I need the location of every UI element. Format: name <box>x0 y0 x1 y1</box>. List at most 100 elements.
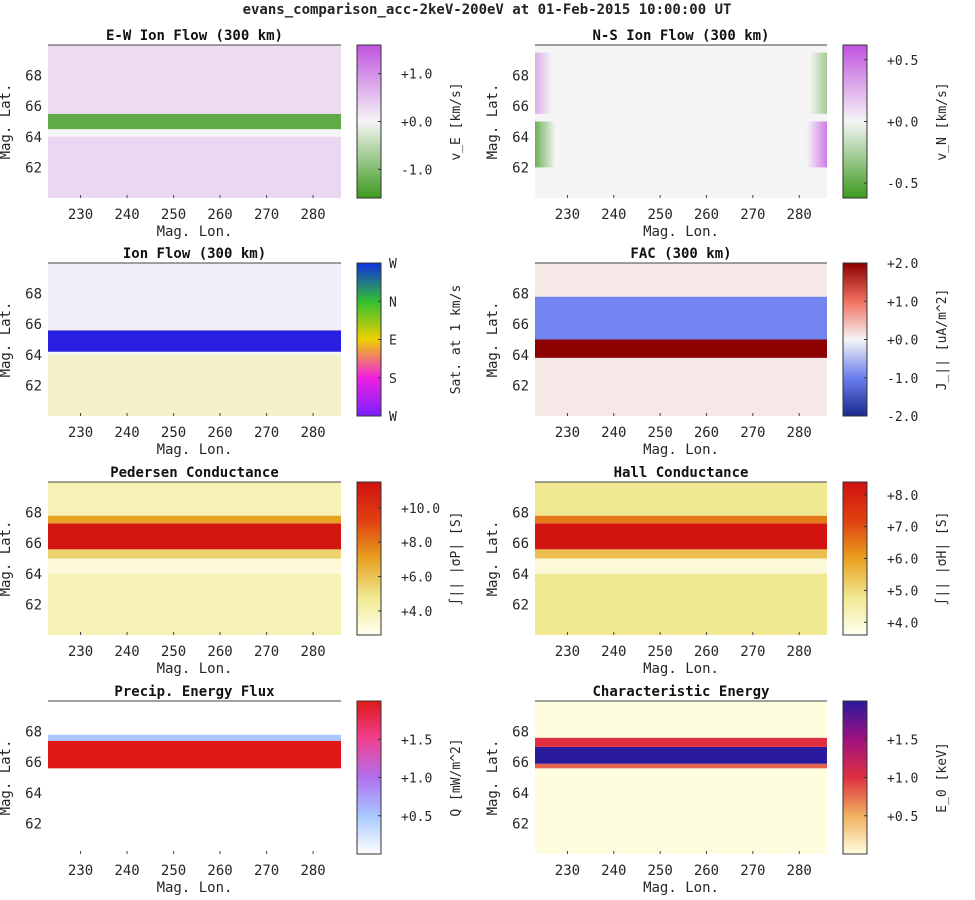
colorbar-tick-label: W <box>389 257 397 272</box>
colorbar <box>356 44 382 199</box>
y-axis-label: Mag. Lat. <box>0 740 14 816</box>
x-tick-label: 250 <box>161 207 186 223</box>
colorbar <box>356 481 382 636</box>
x-tick-label: 280 <box>787 425 812 441</box>
colorbar-label: ∫|| |σP| [S] <box>448 512 464 606</box>
heatmap-band <box>48 263 341 331</box>
colorbar <box>842 262 868 417</box>
heatmap-band <box>535 482 827 516</box>
heatmap-area <box>535 701 827 854</box>
colorbar-tick-label: +1.0 <box>887 295 918 310</box>
heatmap-band <box>535 746 827 764</box>
heatmap-band <box>535 263 827 297</box>
y-tick-label: 66 <box>25 755 42 771</box>
colorbar-tick-label: +4.0 <box>887 616 918 631</box>
x-tick-label: 230 <box>68 425 93 441</box>
x-tick-label: 240 <box>601 207 626 223</box>
panel-title: E-W Ion Flow (300 km) <box>106 28 283 44</box>
x-tick-label: 270 <box>254 644 279 660</box>
panel-title: Hall Conductance <box>614 465 749 481</box>
y-tick-label: 64 <box>25 786 42 802</box>
panel-title: N-S Ion Flow (300 km) <box>592 28 769 44</box>
colorbar-tick-label: +6.0 <box>401 571 432 586</box>
colorbar-tick-label: W <box>389 410 397 425</box>
y-tick-label: 62 <box>25 378 42 394</box>
y-tick-label: 66 <box>25 317 42 333</box>
colorbar-label: Q [mW/m^2] <box>449 738 464 816</box>
y-tick-label: 62 <box>512 160 529 176</box>
heatmap-band <box>535 296 827 340</box>
panel-title: FAC (300 km) <box>630 246 731 262</box>
x-tick-label: 230 <box>68 207 93 223</box>
x-axis-label: Mag. Lon. <box>157 661 233 677</box>
colorbar <box>842 481 868 636</box>
x-tick-label: 240 <box>114 863 139 879</box>
x-tick-label: 280 <box>300 425 325 441</box>
colorbar-label: v_E [km/s] <box>449 82 464 160</box>
colorbar-tick-label: N <box>389 295 397 310</box>
heatmap-band <box>48 549 341 559</box>
heatmap-band <box>535 768 827 854</box>
heatmap-area <box>535 45 827 198</box>
heatmap-band <box>535 701 827 738</box>
x-tick-label: 230 <box>555 425 580 441</box>
y-tick-label: 62 <box>512 378 529 394</box>
heatmap-band <box>48 354 341 416</box>
colorbar-tick-label: +0.5 <box>887 810 918 825</box>
colorbar-tick-label: +0.5 <box>401 810 432 825</box>
y-tick-label: 66 <box>25 536 42 552</box>
x-tick-label: 260 <box>694 863 719 879</box>
x-tick-label: 280 <box>300 863 325 879</box>
y-axis-label: Mag. Lat. <box>485 521 501 597</box>
colorbar-tick-label: +0.0 <box>401 116 432 131</box>
x-tick-label: 250 <box>647 207 672 223</box>
x-tick-label: 270 <box>254 863 279 879</box>
y-tick-label: 66 <box>512 317 529 333</box>
figure-title: evans_comparison_acc-2keV-200eV at 01-Fe… <box>243 2 732 18</box>
y-tick-label: 68 <box>512 287 529 303</box>
heatmap-band <box>48 740 341 769</box>
panel-char-energy: Characteristic Energy 230 240 250 260 270 280 M… <box>485 684 950 896</box>
x-tick-label: 280 <box>300 644 325 660</box>
y-tick-label: 62 <box>25 597 42 613</box>
panel-title: Precip. Energy Flux <box>114 684 275 700</box>
colorbar-label: J_|| [uA/m^2] <box>935 289 950 391</box>
x-tick-label: 270 <box>740 207 765 223</box>
heatmap-band <box>48 573 341 635</box>
colorbar-label: ∫|| |σH| [S] <box>934 512 950 606</box>
heatmap-area <box>535 482 827 635</box>
heatmap-area <box>48 45 341 198</box>
colorbar-tick-label: +1.0 <box>887 772 918 787</box>
x-tick-label: 280 <box>787 863 812 879</box>
x-tick-label: 240 <box>601 644 626 660</box>
y-axis-label: Mag. Lat. <box>0 84 14 160</box>
y-tick-label: 66 <box>25 99 42 115</box>
y-tick-label: 62 <box>512 816 529 832</box>
edge-shading-south <box>535 121 827 168</box>
heatmap-band <box>48 558 341 574</box>
panel-ion-flow: Ion Flow (300 km) 230 240 250 260 270 280 Mag. … <box>0 246 464 458</box>
y-axis-label: Mag. Lat. <box>0 302 14 378</box>
heatmap-area <box>535 263 827 416</box>
heatmap-band <box>48 136 341 198</box>
heatmap-band <box>535 573 827 635</box>
y-axis-label: Mag. Lat. <box>0 521 14 597</box>
panel-title: Characteristic Energy <box>592 684 770 700</box>
y-axis-label: Mag. Lat. <box>485 84 501 160</box>
panel-ew-flow: E-W Ion Flow (300 km) 230 240 250 260 270 280 M… <box>0 28 464 240</box>
y-tick-label: 68 <box>512 506 529 522</box>
colorbar <box>356 262 382 417</box>
colorbar-tick-label: +0.5 <box>887 54 918 69</box>
y-tick-label: 62 <box>512 597 529 613</box>
y-tick-label: 66 <box>512 99 529 115</box>
heatmap-area <box>48 701 341 854</box>
x-tick-label: 240 <box>601 425 626 441</box>
y-tick-label: 66 <box>512 755 529 771</box>
colorbar-tick-label: +1.0 <box>401 772 432 787</box>
x-tick-label: 270 <box>254 207 279 223</box>
x-axis-label: Mag. Lon. <box>643 442 719 458</box>
colorbar-label: v_N [km/s] <box>935 82 950 160</box>
x-tick-label: 260 <box>207 425 232 441</box>
colorbar-label: Sat. at 1 km/s <box>449 285 464 395</box>
